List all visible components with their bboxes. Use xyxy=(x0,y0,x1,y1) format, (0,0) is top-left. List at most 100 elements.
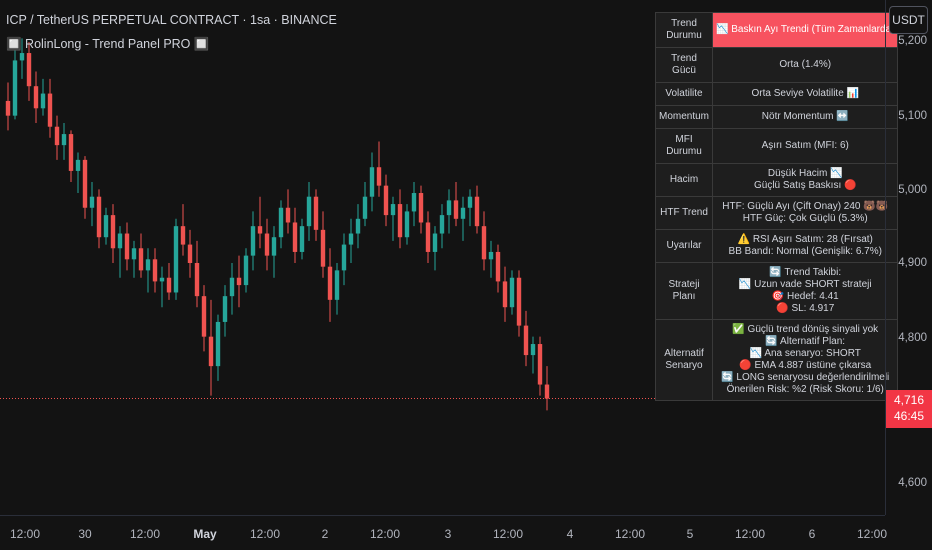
candle-body xyxy=(544,384,550,399)
candle-body xyxy=(215,321,221,367)
panel-row: Hacim Düşük Hacim 📉 Güçlü Satış Baskısı 🔴 xyxy=(654,163,899,197)
candle-body xyxy=(243,255,249,286)
time-axis[interactable]: 12:00 30 12:00 May 12:00 2 12:00 3 12:00 4 12:00 5 1… xyxy=(0,515,888,550)
symbol-title[interactable]: ICP / TetherUS PERPETUAL CONTRACT · 1sa … xyxy=(6,13,337,27)
candle-body xyxy=(425,222,431,252)
indicator-title[interactable]: 🔲 RolinLong - Trend Panel PRO 🔲 xyxy=(6,37,210,51)
time-tick: 12:00 xyxy=(856,527,888,541)
candle-body xyxy=(236,277,242,286)
candle-body xyxy=(481,226,487,260)
panel-row-value: Orta Seviye Volatilite 📊 xyxy=(712,82,899,106)
candle xyxy=(82,156,88,219)
candle-body xyxy=(355,218,361,234)
candle xyxy=(173,218,179,300)
candle xyxy=(348,218,354,263)
panel-row-label: Volatilite xyxy=(654,82,714,106)
candle xyxy=(47,78,53,138)
trend-panel: Trend Durumu 📉 Baskın Ayı Trendi (Tüm Zam… xyxy=(654,12,899,401)
candle xyxy=(418,185,424,234)
time-tick: 12:00 xyxy=(492,527,524,541)
candle-body xyxy=(509,277,515,308)
candle-body xyxy=(187,244,193,263)
candle-body xyxy=(474,196,480,227)
candle-body xyxy=(460,207,466,219)
panel-row-value: 📉 Baskın Ayı Trendi (Tüm Zamanlarda) xyxy=(712,12,899,48)
candle xyxy=(509,270,515,315)
panel-value-line: Aşırı Satım (MFI: 6) xyxy=(761,140,849,151)
candle-body xyxy=(327,266,333,300)
candle xyxy=(236,255,242,308)
price-tick: 5,100 xyxy=(898,110,927,122)
panel-value-line: 🔄 Alternatif Plan: xyxy=(765,336,846,347)
candle xyxy=(229,263,235,315)
candle xyxy=(355,204,361,249)
panel-row-label: Hacim xyxy=(654,163,714,197)
candle xyxy=(327,248,333,322)
candle xyxy=(26,42,32,101)
panel-value-line: 🔄 Trend Takibi: xyxy=(769,267,842,278)
panel-row-label: Trend Durumu xyxy=(654,12,714,48)
panel-value-line: Güçlü Satış Baskısı 🔴 xyxy=(753,180,857,191)
candle-body xyxy=(278,207,284,238)
candle-body xyxy=(131,248,137,260)
candle xyxy=(152,248,158,293)
candle-body xyxy=(530,344,536,356)
candle-body xyxy=(292,222,298,252)
candle-body xyxy=(5,100,11,116)
price-tick: 4,600 xyxy=(898,477,927,489)
candle xyxy=(215,314,221,381)
candle-body xyxy=(26,53,32,87)
candle-body xyxy=(334,270,340,300)
candle-body xyxy=(516,277,522,326)
candle-body xyxy=(376,167,382,186)
candle xyxy=(544,366,550,411)
price-axis[interactable]: 5,200 5,100 5,000 4,900 4,800 4,600 xyxy=(885,0,932,515)
candle xyxy=(285,189,291,234)
candle-body xyxy=(495,251,501,282)
candle xyxy=(404,204,410,245)
panel-value-line: Orta Seviye Volatilite 📊 xyxy=(751,88,859,99)
candle xyxy=(488,240,494,278)
panel-row: Alternatif Senaryo ✅ Güçlü trend dönüş si… xyxy=(654,319,899,401)
candle-body xyxy=(271,237,277,256)
candle xyxy=(264,218,270,271)
time-tick: 12:00 xyxy=(369,527,401,541)
panel-row-label: Strateji Planı xyxy=(654,262,714,320)
panel-row-label: HTF Trend xyxy=(654,196,714,230)
panel-row: Momentum Nötr Momentum ↔️ xyxy=(654,105,899,129)
candle-body xyxy=(264,233,270,256)
candle xyxy=(369,152,375,212)
time-tick: 12:00 xyxy=(734,527,766,541)
candle xyxy=(138,233,144,278)
candle xyxy=(208,299,214,396)
candle xyxy=(54,115,60,160)
candle xyxy=(194,240,200,308)
candle xyxy=(460,196,466,241)
currency-button[interactable]: USDT xyxy=(889,6,928,34)
candle xyxy=(306,181,312,241)
time-tick: 12:00 xyxy=(9,527,41,541)
candle-body xyxy=(159,277,165,282)
panel-row-value: ⚠️ RSI Aşırı Satım: 28 (Fırsat) BB Bandı:… xyxy=(712,229,899,263)
panel-value-line: 📉 Uzun vade SHORT strateji xyxy=(738,279,872,290)
time-tick: 12:00 xyxy=(614,527,646,541)
candle xyxy=(474,185,480,234)
panel-row-label: Trend Gücü xyxy=(654,47,714,83)
candle-body xyxy=(362,196,368,219)
panel-value-line: Önerilen Risk: %2 (Risk Skoru: 1/6) xyxy=(726,384,884,395)
candle-body xyxy=(68,134,74,171)
candle-body xyxy=(75,159,81,171)
candle xyxy=(278,200,284,249)
panel-row: MFI Durumu Aşırı Satım (MFI: 6) xyxy=(654,128,899,164)
candle-body xyxy=(432,233,438,252)
candle xyxy=(453,181,459,227)
time-tick: 5 xyxy=(686,527,694,541)
candle-body xyxy=(488,251,494,260)
candle-body xyxy=(222,296,228,322)
current-price-label: 4,716 46:45 xyxy=(886,390,932,428)
candlestick-chart[interactable] xyxy=(0,0,885,515)
candle-body xyxy=(33,86,39,109)
candle xyxy=(299,218,305,260)
chart-area[interactable]: ICP / TetherUS PERPETUAL CONTRACT · 1sa … xyxy=(0,0,899,515)
panel-value-line: Orta (1.4%) xyxy=(779,59,832,70)
